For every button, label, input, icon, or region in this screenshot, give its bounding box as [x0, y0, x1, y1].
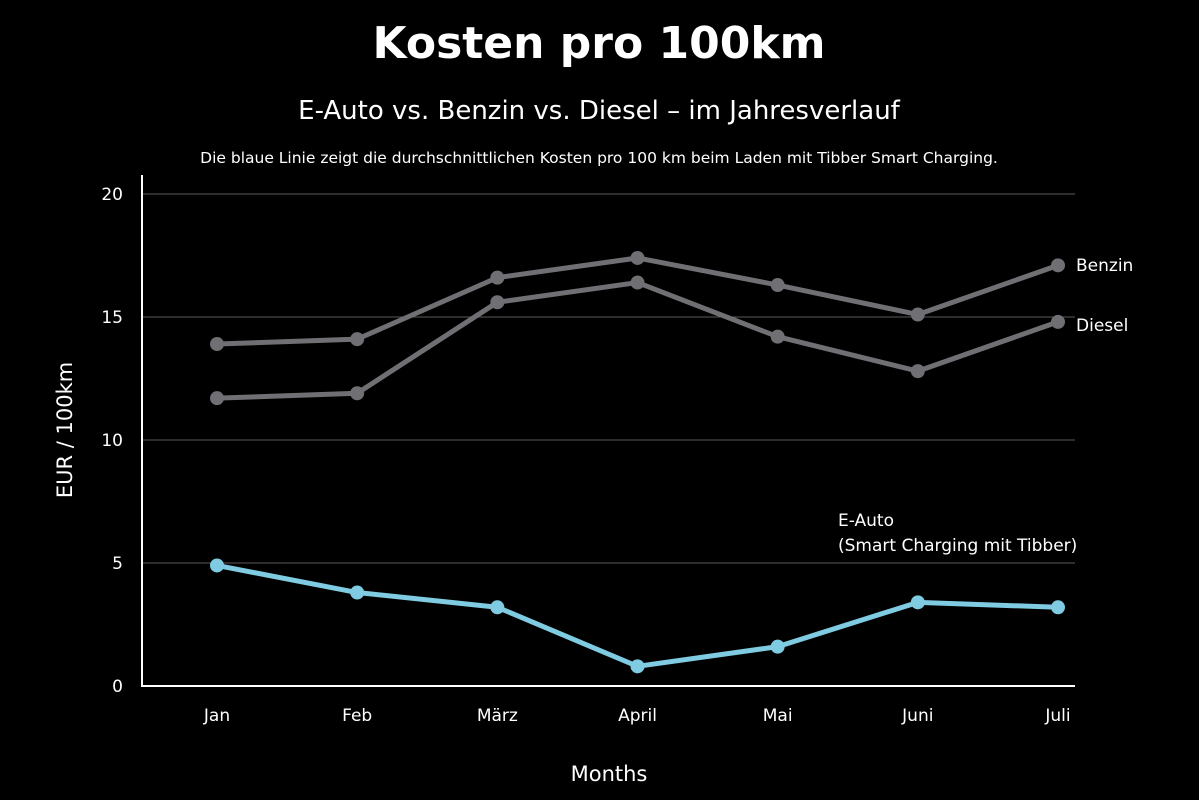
- series-label-eauto: E-Auto: [838, 511, 894, 531]
- y-tick-label: 5: [112, 554, 123, 574]
- data-point: [1051, 258, 1065, 273]
- data-point: [630, 275, 645, 290]
- chart-subtitle: E-Auto vs. Benzin vs. Diesel – im Jahres…: [298, 96, 901, 126]
- data-point: [350, 332, 365, 347]
- data-point: [490, 295, 505, 310]
- data-point: [770, 329, 785, 344]
- data-point: [630, 659, 645, 674]
- data-point: [910, 595, 925, 610]
- x-tick-label: Mai: [763, 706, 793, 726]
- x-tick-label: Juli: [1044, 706, 1070, 726]
- x-tick-label: Feb: [342, 706, 372, 726]
- data-point: [1051, 314, 1065, 329]
- x-tick-labels: Jan Feb März April Mai Juni Juli: [203, 706, 1071, 726]
- data-point: [210, 391, 224, 406]
- x-tick-label: Juni: [901, 706, 933, 726]
- data-point: [490, 270, 505, 285]
- x-tick-label: April: [618, 706, 657, 726]
- data-point: [770, 639, 785, 654]
- x-tick-label: Jan: [203, 706, 230, 726]
- data-point: [770, 278, 785, 293]
- x-axis-label: Months: [571, 762, 648, 786]
- y-tick-label: 10: [101, 431, 123, 451]
- chart-title: Kosten pro 100km: [373, 18, 826, 69]
- data-point: [910, 307, 925, 322]
- data-point: [210, 558, 224, 573]
- series-label-benzin: Benzin: [1076, 256, 1133, 276]
- chart-note: Die blaue Linie zeigt die durchschnittli…: [200, 149, 998, 167]
- data-point: [350, 386, 365, 401]
- y-tick-label: 20: [101, 185, 123, 205]
- data-point: [210, 337, 224, 352]
- y-tick-label: 0: [112, 677, 123, 697]
- y-axis-label: EUR / 100km: [53, 362, 77, 498]
- data-point: [1051, 600, 1065, 615]
- series-label-diesel: Diesel: [1076, 316, 1128, 336]
- y-tick-labels: 0 5 10 15 20: [101, 185, 123, 697]
- data-point: [350, 585, 365, 600]
- series-e-auto: [210, 558, 1065, 674]
- y-tick-label: 15: [101, 308, 123, 328]
- series-label-eauto-line2: (Smart Charging mit Tibber): [838, 536, 1077, 556]
- x-tick-label: März: [477, 706, 518, 726]
- data-point: [490, 600, 505, 615]
- series-diesel: [210, 275, 1065, 406]
- series-lines: [210, 250, 1065, 674]
- series-benzin: [210, 250, 1065, 352]
- gridlines: [142, 193, 1075, 564]
- series-line: [214, 255, 1061, 347]
- series-line: [214, 562, 1061, 669]
- data-point: [910, 364, 925, 379]
- data-point: [630, 250, 645, 265]
